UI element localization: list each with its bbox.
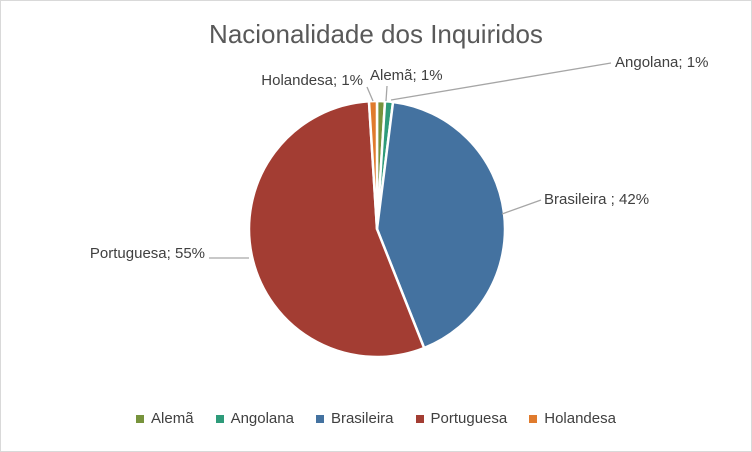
legend-label-brasileira: Brasileira (330, 410, 394, 427)
legend-swatch-alema (136, 414, 145, 423)
slice-holandesa (367, 99, 379, 231)
legend-item-brasileira: Brasileira (315, 410, 394, 427)
leader-line-angolana (390, 62, 612, 101)
legend-item-holandesa: Holandesa (529, 410, 616, 427)
legend-swatch-holandesa (529, 414, 538, 423)
legend-item-angolana: Angolana (215, 410, 294, 427)
leader-line-alema (385, 85, 388, 102)
legend-swatch-portuguesa (415, 414, 424, 423)
legend-label-alema: Alemã (151, 410, 194, 427)
legend-item-alema: Alemã (136, 410, 194, 427)
data-label-portuguesa: Portuguesa; 55% (90, 245, 205, 262)
data-label-holandesa: Holandesa; 1% (261, 72, 363, 89)
data-label-angolana: Angolana; 1% (615, 54, 708, 71)
legend: Alemã Angolana Brasileira Portuguesa Holande… (1, 410, 751, 427)
legend-item-portuguesa: Portuguesa (415, 410, 508, 427)
leader-line-brasileira (501, 199, 542, 215)
leader-line-holandesa (366, 86, 374, 102)
data-label-brasileira: Brasileira ; 42% (544, 191, 649, 208)
legend-label-portuguesa: Portuguesa (430, 410, 508, 427)
chart-title: Nacionalidade dos Inquiridos (209, 19, 543, 49)
legend-swatch-brasileira (315, 414, 324, 423)
pie-chart: Alemã; 1% Angolana; 1% Brasileira ; 42% Por… (90, 54, 708, 359)
slice-portuguesa (247, 100, 426, 359)
legend-label-angolana: Angolana (230, 410, 294, 427)
legend-label-holandesa: Holandesa (544, 410, 616, 427)
data-label-alema: Alemã; 1% (370, 67, 443, 84)
legend-swatch-angolana (215, 414, 224, 423)
